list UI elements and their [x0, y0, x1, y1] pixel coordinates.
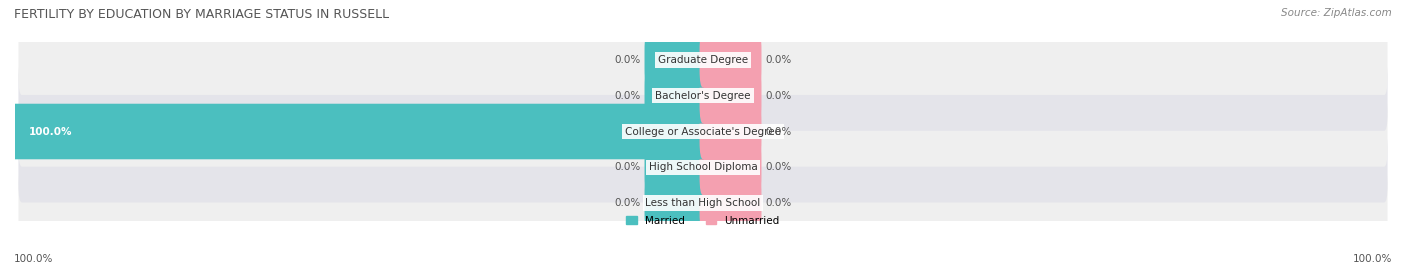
Text: 0.0%: 0.0% [614, 55, 641, 65]
FancyBboxPatch shape [18, 96, 1388, 167]
FancyBboxPatch shape [700, 175, 762, 231]
FancyBboxPatch shape [700, 104, 762, 159]
FancyBboxPatch shape [700, 140, 762, 195]
Text: 100.0%: 100.0% [1353, 254, 1392, 264]
FancyBboxPatch shape [644, 32, 706, 88]
FancyBboxPatch shape [18, 25, 1388, 95]
FancyBboxPatch shape [11, 104, 706, 159]
Text: 0.0%: 0.0% [765, 198, 792, 208]
FancyBboxPatch shape [700, 32, 762, 88]
FancyBboxPatch shape [18, 132, 1388, 203]
Text: 0.0%: 0.0% [765, 91, 792, 101]
Text: 100.0%: 100.0% [14, 254, 53, 264]
Text: Less than High School: Less than High School [645, 198, 761, 208]
Text: 0.0%: 0.0% [765, 126, 792, 136]
Text: 0.0%: 0.0% [614, 162, 641, 172]
Text: Graduate Degree: Graduate Degree [658, 55, 748, 65]
FancyBboxPatch shape [644, 175, 706, 231]
Text: 100.0%: 100.0% [28, 126, 72, 136]
Text: 0.0%: 0.0% [765, 162, 792, 172]
FancyBboxPatch shape [700, 68, 762, 123]
Text: FERTILITY BY EDUCATION BY MARRIAGE STATUS IN RUSSELL: FERTILITY BY EDUCATION BY MARRIAGE STATU… [14, 8, 389, 21]
FancyBboxPatch shape [18, 61, 1388, 131]
FancyBboxPatch shape [18, 168, 1388, 238]
Legend: Married, Unmarried: Married, Unmarried [621, 212, 785, 230]
FancyBboxPatch shape [644, 140, 706, 195]
Text: 0.0%: 0.0% [614, 198, 641, 208]
Text: Source: ZipAtlas.com: Source: ZipAtlas.com [1281, 8, 1392, 18]
Text: College or Associate's Degree: College or Associate's Degree [626, 126, 780, 136]
Text: Bachelor's Degree: Bachelor's Degree [655, 91, 751, 101]
FancyBboxPatch shape [644, 68, 706, 123]
Text: High School Diploma: High School Diploma [648, 162, 758, 172]
Text: 0.0%: 0.0% [765, 55, 792, 65]
Text: 0.0%: 0.0% [614, 91, 641, 101]
